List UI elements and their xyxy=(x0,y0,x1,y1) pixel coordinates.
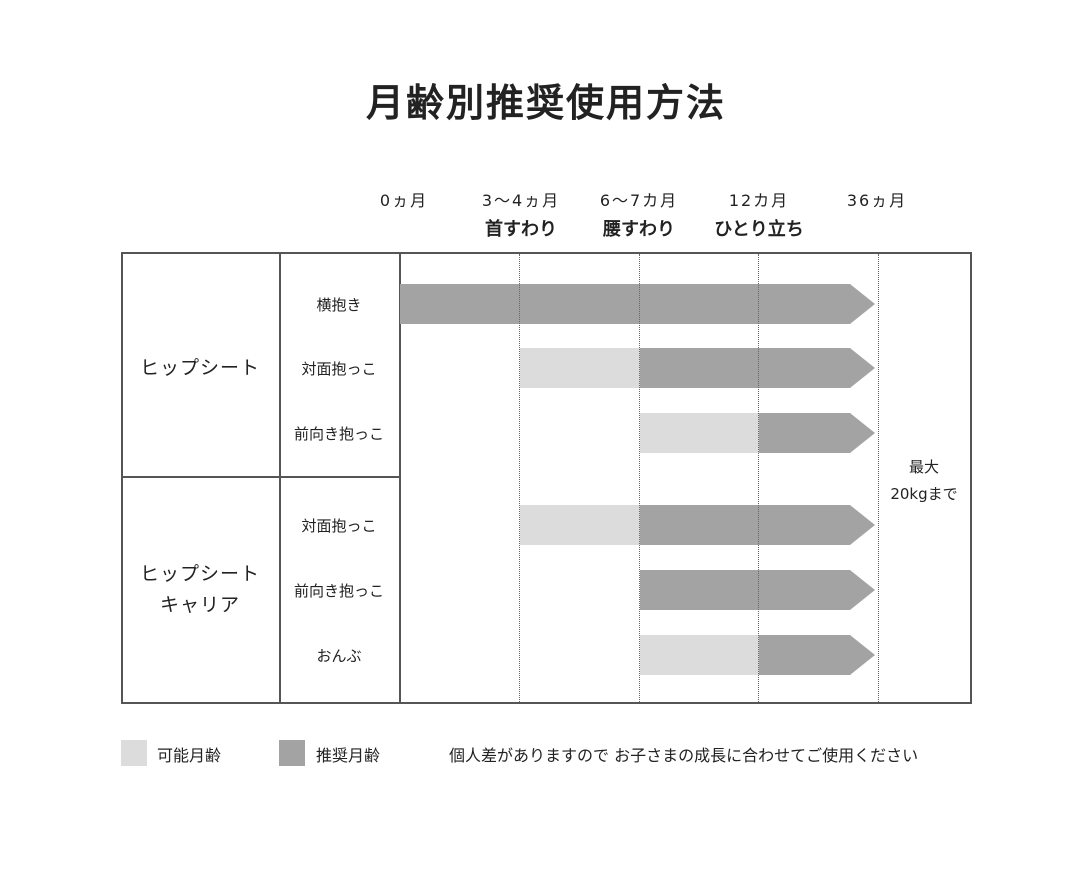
max-note-line: 最大 xyxy=(908,458,939,476)
milestone-label: ひとり立ち xyxy=(714,219,804,240)
legend-label-possible: 可能月齢 xyxy=(157,746,222,765)
bar-possible xyxy=(520,348,640,388)
max-note-line: 20kgまで xyxy=(890,485,958,503)
group-divider xyxy=(121,476,400,478)
divider xyxy=(399,252,401,704)
row-label: 対面抱っこ xyxy=(301,517,377,535)
legend-label-recommended: 推奨月齢 xyxy=(316,746,381,765)
bar-recommended-arrow xyxy=(400,284,875,324)
bar-possible xyxy=(640,635,759,675)
gridline xyxy=(639,254,640,702)
legend-swatch-possible xyxy=(121,740,147,766)
row-label: 前向き抱っこ xyxy=(293,425,384,443)
row-label: おんぶ xyxy=(316,647,362,665)
gridline xyxy=(758,254,759,702)
group-label-line: キャリア xyxy=(159,594,240,616)
group-label: ヒップシート xyxy=(121,353,279,384)
note: 個人差がありますので お子さまの成長に合わせてご使用ください xyxy=(449,746,919,765)
bar-recommended-arrow xyxy=(759,635,875,675)
row-label: 横抱き xyxy=(316,296,362,314)
row-label: 前向き抱っこ xyxy=(293,582,384,600)
month-label: 0ヵ月 xyxy=(379,191,429,210)
row-label: 対面抱っこ xyxy=(301,360,377,378)
group-label-line: ヒップシート xyxy=(139,563,260,585)
bar-recommended-arrow xyxy=(759,413,875,453)
page-title: 月齢別推奨使用方法 xyxy=(365,81,726,125)
bar-possible xyxy=(640,413,759,453)
bar-recommended-arrow xyxy=(640,570,875,610)
month-label: 3〜4ヵ月 xyxy=(481,191,561,210)
legend-swatch-recommended xyxy=(279,740,305,766)
month-label: 36ヵ月 xyxy=(846,191,908,210)
group-label: ヒップシート キャリア xyxy=(121,559,279,621)
gridline xyxy=(878,254,879,702)
bar-recommended-arrow xyxy=(640,505,875,545)
usage-table xyxy=(121,252,972,704)
divider xyxy=(279,252,281,704)
month-label: 12カ月 xyxy=(728,191,790,210)
gridline xyxy=(519,254,520,702)
bar-recommended-arrow xyxy=(640,348,875,388)
month-label: 6〜7カ月 xyxy=(599,191,679,210)
bar-possible xyxy=(520,505,640,545)
milestone-label: 首すわり xyxy=(485,219,557,240)
max-weight-note: 最大 20kgまで xyxy=(878,454,970,508)
milestone-label: 腰すわり xyxy=(603,219,675,240)
group-label-line: ヒップシート xyxy=(139,356,260,379)
